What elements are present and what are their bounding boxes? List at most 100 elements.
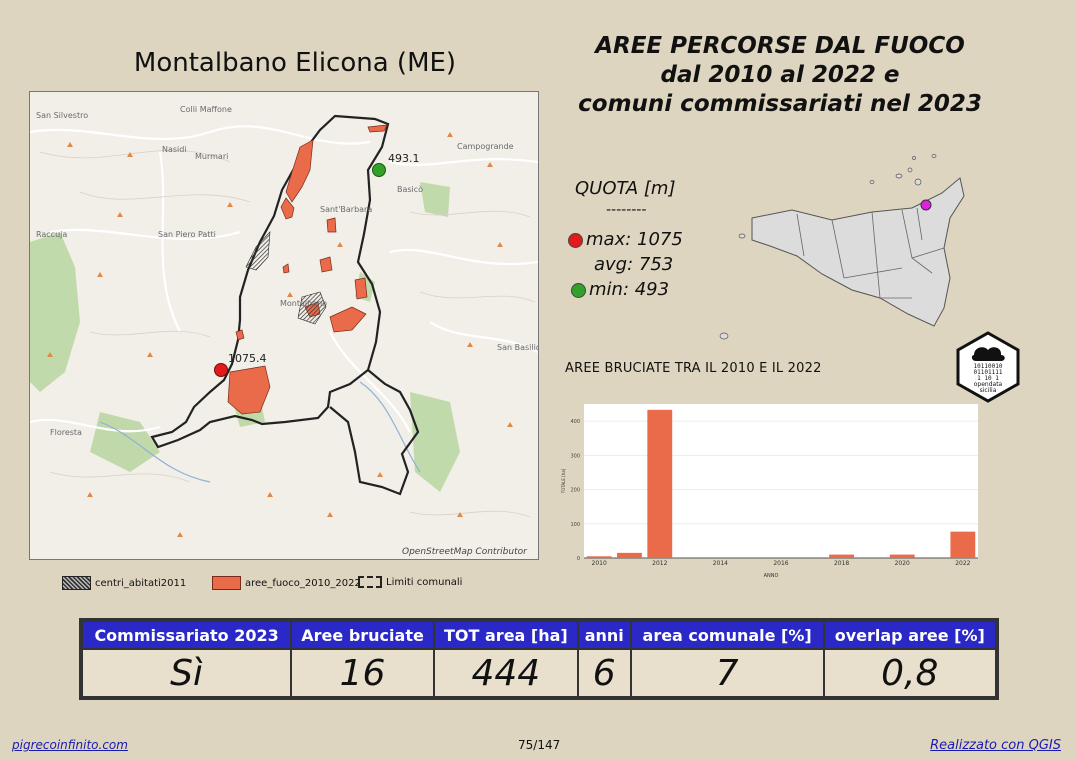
table-cell: 444 (432, 648, 579, 698)
y-tick-label: 200 (570, 488, 580, 494)
municipality-map[interactable]: San Silvestro Colli Maffone Nasidi Murma… (29, 91, 539, 560)
burned-area-chart: 0 100 200 300 400 2010 2012 2014 2016 2018 2020 202… (560, 398, 1000, 588)
summary-table: Commissariato 2023 Aree bruciate TOT are… (79, 618, 999, 700)
cloud-icon (971, 347, 1005, 361)
svg-text:1 10 1: 1 10 1 (977, 375, 999, 382)
main-title-line-1: AREE PERCORSE DAL FUOCO (595, 33, 965, 59)
x-tick-label: 2014 (713, 560, 728, 567)
location-marker (920, 199, 932, 211)
y-tick-label: 0 (577, 556, 580, 562)
footer-qgis-link[interactable]: Realizzato con QGIS (930, 738, 1061, 753)
place-labels: San Silvestro Colli Maffone Nasidi Murma… (36, 105, 538, 437)
main-title-line-2: dal 2010 al 2022 e (660, 62, 900, 88)
green-dot-icon (571, 282, 586, 298)
table-cell: 7 (629, 648, 825, 698)
legend-label: centri_abitati2011 (95, 577, 187, 589)
populated-areas (245, 231, 327, 325)
chart-title: AREE BRUCIATE TRA IL 2010 E IL 2022 (565, 361, 822, 376)
svg-text:01101111: 01101111 (974, 369, 1003, 376)
quota-min: min: 493 (589, 279, 670, 300)
terrain-lines (39, 150, 536, 518)
place-label: Basicò (397, 184, 423, 194)
legend-label: aree_fuoco_2010_2022 (245, 577, 361, 589)
svg-text:10110010: 10110010 (974, 363, 1003, 370)
y-tick-label: 400 (570, 419, 580, 425)
place-label: San Basilio (497, 343, 538, 352)
table-header: overlap aree [%] (822, 620, 998, 650)
place-label: Sant'Barbara (320, 205, 372, 214)
table-header-row: Commissariato 2023 Aree bruciate TOT are… (80, 620, 998, 650)
peak-markers (47, 132, 513, 537)
hatched-swatch-icon (62, 576, 91, 590)
table-header: Aree bruciate (290, 620, 435, 650)
map-title: Montalbano Elicona (ME) (133, 48, 457, 78)
svg-text:opendata: opendata (974, 381, 1003, 388)
place-label: Campogrande (457, 142, 514, 151)
map-attribution: OpenStreetMap Contributor (402, 547, 528, 557)
table-cell: 16 (290, 648, 435, 698)
x-tick-label: 2022 (955, 560, 970, 567)
legend-label: Limiti comunali (386, 576, 463, 588)
province-borders (796, 207, 945, 299)
legend-item-boundary: Limiti comunali (358, 576, 462, 588)
quota-title: QUOTA [m] (575, 178, 676, 199)
sicily-shape (751, 177, 965, 327)
table-cell: 6 (576, 648, 632, 698)
red-dot-icon (568, 232, 583, 248)
quota-min-row: min: 493 (571, 279, 669, 300)
max-elevation-label: 1075.4 (228, 352, 267, 365)
table-header: TOT area [ha] (432, 620, 579, 650)
chart-bar (586, 556, 612, 558)
table-cell: 0,8 (822, 648, 998, 698)
chart-bar (889, 554, 915, 558)
place-label: Floresta (50, 428, 82, 437)
quota-max: max: 1075 (586, 229, 683, 250)
opendata-sicilia-logo: 10110010 01101111 1 10 1 opendata sicili… (956, 331, 1020, 403)
x-tick-label: 2020 (895, 560, 910, 567)
place-label: Raccuja (36, 230, 67, 239)
y-tick-label: 300 (570, 453, 580, 459)
table-header: anni (576, 620, 632, 650)
main-title-line-3: comuni commissariati nel 2023 (578, 91, 982, 117)
svg-text:sicilia: sicilia (980, 387, 997, 394)
plot-area (584, 404, 978, 558)
footer-website-link[interactable]: pigrecoinfinito.com (12, 738, 128, 752)
municipal-boundary-south (329, 369, 420, 496)
table-header: area comunale [%] (629, 620, 825, 650)
chart-canvas: 0 100 200 300 400 2010 2012 2014 2016 2018 2020 202… (561, 404, 978, 579)
islands (719, 154, 937, 340)
x-axis-label: ANNO (764, 573, 779, 579)
chart-bar (829, 554, 855, 558)
chart-bar (950, 531, 976, 558)
x-tick-label: 2018 (834, 560, 849, 567)
place-label: Colli Maffone (180, 105, 232, 114)
x-tick-label: 2010 (592, 560, 607, 567)
boundary-swatch-icon (358, 576, 382, 588)
page-number: 75/147 (518, 738, 561, 752)
map-canvas: San Silvestro Colli Maffone Nasidi Murma… (30, 92, 538, 559)
place-label: Nasidi (162, 145, 187, 154)
place-label: San Silvestro (36, 111, 88, 120)
quota-separator: -------- (606, 202, 647, 218)
legend-item-centri: centri_abitati2011 (62, 576, 186, 590)
table-row: Sì 16 444 6 7 0,8 (80, 648, 998, 698)
legend-item-fire: aree_fuoco_2010_2022 (212, 576, 361, 590)
max-elevation-marker[interactable] (214, 363, 228, 377)
rivers (99, 381, 421, 483)
main-title: AREE PERCORSE DAL FUOCO dal 2010 al 2022… (560, 32, 1000, 119)
chart-bar (617, 552, 642, 558)
place-label: Montalbano (280, 299, 327, 308)
fire-area-swatch-icon (212, 576, 241, 590)
y-axis-label: TOTALE [ha] (561, 468, 566, 494)
min-elevation-marker[interactable] (372, 163, 386, 177)
quota-avg: avg: 753 (594, 254, 674, 275)
table-header: Commissariato 2023 (80, 620, 293, 650)
roads (30, 125, 538, 433)
quota-max-row: max: 1075 (568, 229, 683, 250)
place-label: Murmari (195, 152, 228, 161)
sicily-locator-map (719, 154, 965, 340)
x-tick-label: 2012 (652, 560, 667, 567)
place-label: San Piero Patti (158, 230, 216, 239)
y-tick-label: 100 (570, 522, 580, 528)
min-elevation-label: 493.1 (388, 152, 420, 165)
